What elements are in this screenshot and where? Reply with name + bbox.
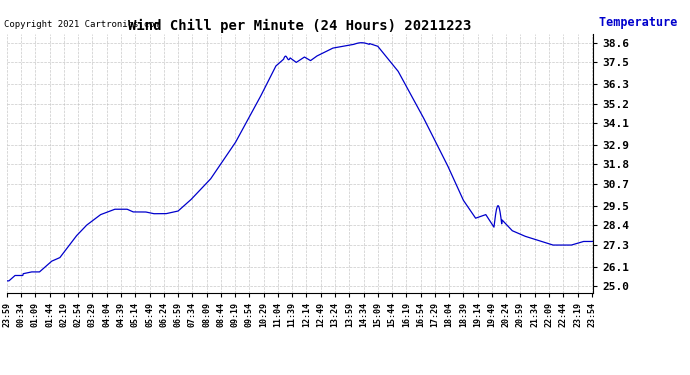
Text: Temperature  (°F): Temperature (°F) (599, 16, 690, 28)
Title: Wind Chill per Minute (24 Hours) 20211223: Wind Chill per Minute (24 Hours) 2021122… (128, 18, 472, 33)
Text: Copyright 2021 Cartronics.com: Copyright 2021 Cartronics.com (4, 20, 160, 28)
